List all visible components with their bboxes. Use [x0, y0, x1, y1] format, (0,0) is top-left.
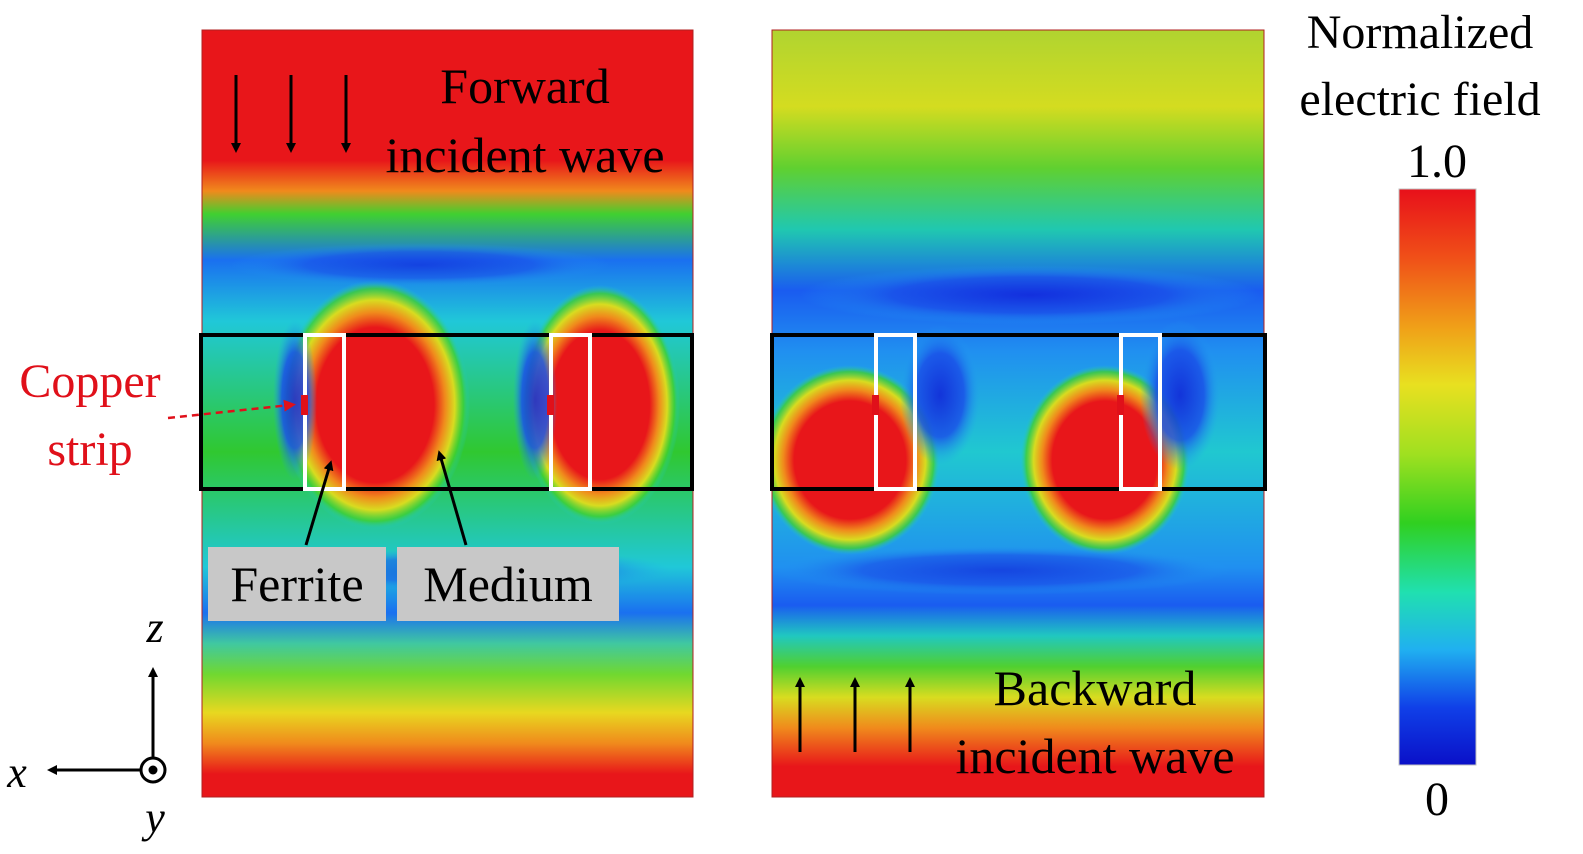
backward-label-line2: incident wave	[955, 728, 1234, 784]
colorbar-max-label: 1.0	[1407, 135, 1467, 188]
colorbar-title-line2: electric field	[1299, 73, 1540, 126]
forward-label-line1: Forward	[440, 58, 609, 114]
copper-label-line2: strip	[47, 423, 132, 476]
copper-label-line1: Copper	[19, 355, 160, 408]
forward-copper-strip-left	[301, 395, 308, 415]
medium-label-box	[397, 547, 619, 621]
backward-label-line1: Backward	[994, 660, 1197, 716]
axis-y-label: y	[141, 793, 165, 842]
ferrite-pointer	[304, 460, 334, 546]
colorbar-title-line1: Normalized	[1307, 6, 1534, 59]
ferrite-label: Ferrite	[230, 556, 363, 612]
forward-incident-arrows	[231, 75, 351, 153]
copper-pointer	[167, 399, 296, 420]
colorbar	[1398, 188, 1477, 766]
medium-label: Medium	[423, 556, 593, 612]
colorbar-min-label: 0	[1425, 773, 1449, 826]
axes-indicator	[47, 667, 167, 784]
axis-z-label: z	[145, 603, 163, 652]
medium-pointer	[436, 450, 468, 546]
forward-label-line2: incident wave	[385, 127, 664, 183]
backward-incident-arrows	[795, 677, 915, 752]
backward-copper-strip-right	[1117, 395, 1124, 415]
backward-copper-strip-left	[872, 395, 879, 415]
axis-x-label: x	[6, 748, 27, 797]
forward-device-outline	[199, 333, 694, 491]
backward-device-outline	[770, 333, 1267, 491]
forward-copper-strip-right	[547, 395, 554, 415]
ferrite-label-box	[208, 547, 386, 621]
